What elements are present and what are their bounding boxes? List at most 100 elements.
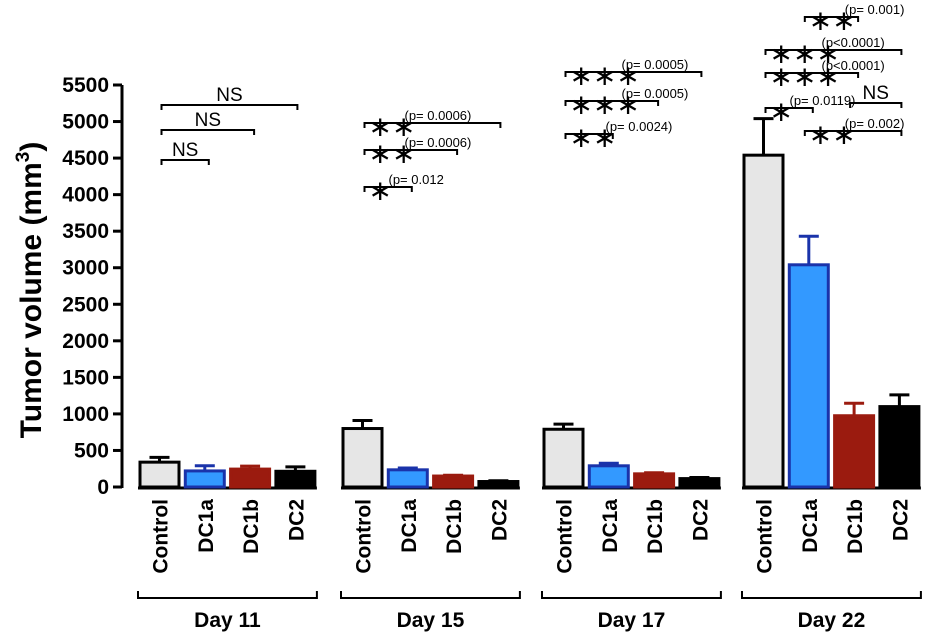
category-label: DC1b	[240, 499, 263, 554]
significance-bracket	[363, 186, 413, 192]
bar-control	[341, 427, 384, 489]
y-axis: 0 500 1000 1500 2000 2500 3000 3500 4000 4500 5000…	[62, 74, 124, 499]
group-bracket	[541, 591, 722, 599]
y-tick-label: 4500	[62, 147, 109, 170]
category-label: DC1a	[195, 499, 218, 553]
category-label: DC1a	[799, 499, 822, 553]
p-value-label: (p= 0.0024)	[606, 119, 673, 134]
significance-stars: ∗∗	[369, 137, 416, 170]
significance-bracket	[849, 102, 903, 108]
significance-stars: ∗	[770, 95, 793, 128]
p-value-label: (p= 0.0005)	[622, 57, 689, 72]
significance-bracket	[564, 71, 703, 77]
p-value-label: (p= 0.0005)	[622, 86, 689, 101]
ns-label: NS	[863, 83, 889, 104]
category-label: Control	[554, 499, 577, 574]
significance-bracket	[363, 149, 459, 155]
significance-bracket	[564, 100, 660, 106]
p-value-label: (p= 0.0006)	[405, 108, 472, 123]
bar-dc1a	[386, 468, 429, 489]
y-tick-label: 3000	[62, 257, 109, 280]
group-bracket	[137, 591, 318, 599]
significance-bracket	[564, 133, 614, 139]
y-tick-label: 1000	[62, 403, 109, 426]
category-label: DC2	[889, 499, 912, 541]
category-label: Control	[353, 499, 376, 574]
y-axis-title: Tumor volume (mm3)	[13, 142, 48, 439]
bar-dc1a	[183, 469, 226, 489]
category-label: DC1a	[599, 499, 622, 553]
significance-bracket	[803, 16, 860, 22]
group-bracket	[741, 591, 922, 599]
bar-dc1b	[229, 467, 272, 489]
ns-label: NS	[195, 110, 221, 131]
bar-control	[138, 460, 181, 489]
significance-stars: ∗∗	[369, 110, 416, 143]
bar-dc1b	[833, 414, 876, 489]
significance-stars: ∗∗	[809, 118, 856, 151]
significance-bracket	[803, 130, 903, 136]
bars	[138, 117, 921, 490]
category-label: DC1b	[844, 499, 867, 554]
y-axis-title-text: Tumor volume (mm3)	[13, 142, 48, 439]
significance-stars: ∗	[369, 174, 392, 207]
group-label: Day 11	[194, 609, 261, 632]
y-tick-label: 5500	[62, 74, 109, 97]
y-tick-label: 4000	[62, 184, 109, 207]
ns-label: NS	[216, 85, 242, 106]
significance-bracket	[160, 129, 256, 135]
significance-bracket	[764, 107, 814, 113]
bar-dc2	[274, 469, 317, 489]
significance-bracket	[160, 159, 210, 165]
significance-stars: ∗∗	[809, 4, 856, 37]
bar-dc2	[678, 477, 721, 489]
significance-stars: ∗∗	[570, 121, 617, 154]
y-tick-label: 0	[97, 476, 109, 499]
x-axis-labels: Control DC1a DC1b DC2 Day 11 Control DC1a DC1b D…	[137, 499, 922, 632]
y-tick-label: 1500	[62, 366, 109, 389]
bar-dc2	[477, 480, 520, 489]
p-value-label: (p= 0.001)	[845, 2, 905, 17]
bar-dc1b	[633, 472, 676, 489]
y-tick-label: 2500	[62, 293, 109, 316]
p-value-label: (p<0.0001)	[822, 58, 885, 73]
significance-bracket	[363, 122, 502, 128]
p-value-label: (p<0.0001)	[822, 35, 885, 50]
category-label: DC1a	[398, 499, 421, 553]
category-label: DC1b	[443, 499, 466, 554]
bar-control	[742, 153, 785, 489]
significance-bracket	[764, 49, 903, 55]
significance-stars: ∗∗∗	[770, 60, 840, 93]
significance-bracket	[160, 104, 299, 110]
category-label: DC2	[689, 499, 712, 541]
bar-control	[542, 427, 585, 489]
group-label: Day 17	[598, 609, 666, 632]
bar-dc2	[878, 405, 921, 489]
y-tick-label: 5000	[62, 111, 109, 134]
bar-dc1b	[432, 474, 475, 489]
category-label: Control	[150, 499, 173, 574]
bar-dc1a	[787, 263, 830, 489]
group-label: Day 15	[397, 609, 465, 632]
p-value-label: (p= 0.012	[389, 172, 444, 187]
ns-label: NS	[172, 140, 198, 161]
category-label: DC2	[285, 499, 308, 541]
y-tick-label: 500	[74, 439, 109, 462]
significance-stars: ∗∗∗	[570, 59, 640, 92]
group-bracket	[340, 591, 521, 599]
p-value-label: (p= 0.0006)	[405, 135, 472, 150]
significance-bracket	[764, 72, 860, 78]
p-value-label: (p= 0.0119)	[790, 93, 856, 108]
group-label: Day 22	[798, 609, 866, 632]
category-label: DC2	[488, 499, 511, 541]
significance-stars: ∗∗∗	[770, 37, 840, 70]
y-tick-label: 2000	[62, 330, 109, 353]
category-label: DC1b	[644, 499, 667, 554]
bar-dc1a	[587, 464, 630, 489]
p-value-label: (p= 0.002)	[845, 116, 905, 131]
significance-stars: ∗∗∗	[570, 88, 640, 121]
category-label: Control	[754, 499, 777, 574]
y-tick-label: 3500	[62, 220, 109, 243]
